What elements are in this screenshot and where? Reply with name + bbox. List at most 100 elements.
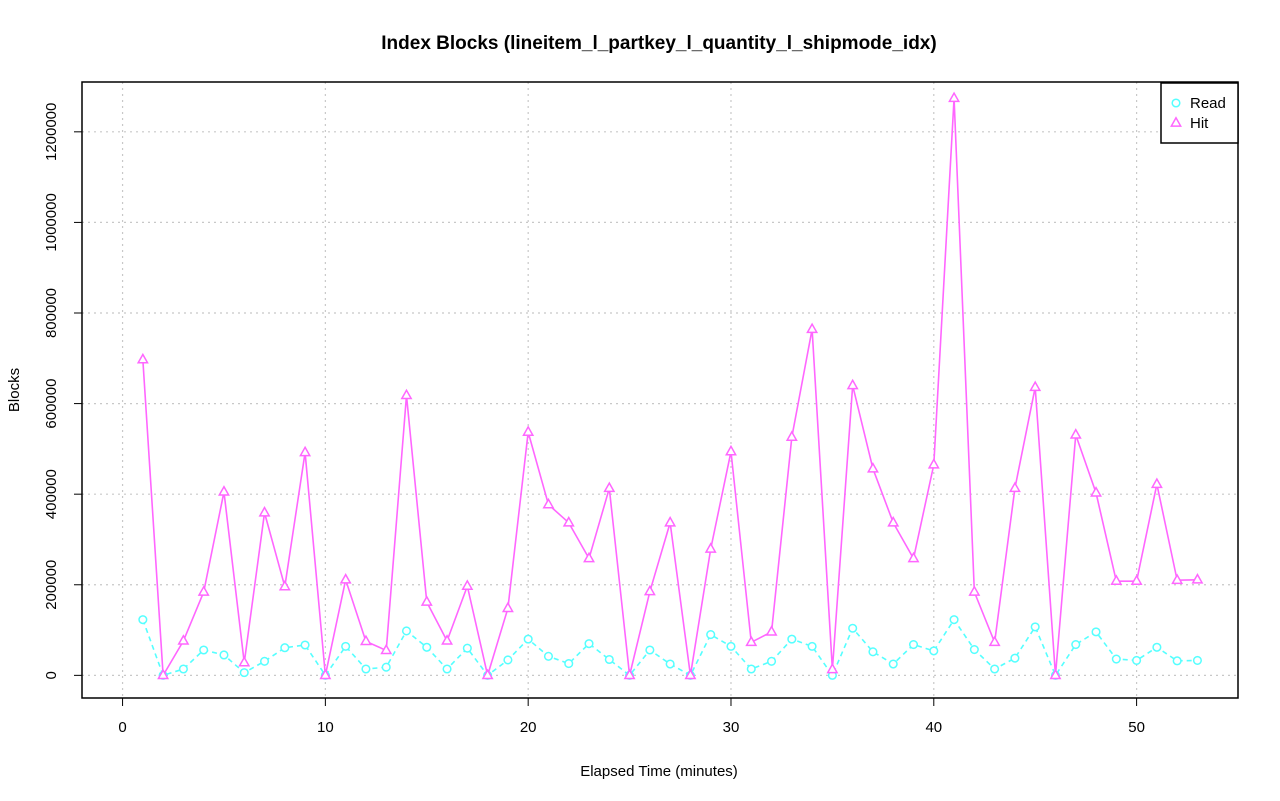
data-point-read — [848, 623, 858, 633]
data-point-read — [401, 626, 412, 636]
data-point-read — [178, 664, 188, 674]
legend-marker-read — [1171, 98, 1181, 108]
data-point-read — [1010, 653, 1020, 663]
data-point-read — [746, 664, 756, 674]
data-point-read — [726, 641, 736, 651]
data-point-read — [543, 651, 554, 661]
data-point-hit — [380, 643, 393, 655]
data-point-hit — [238, 655, 251, 667]
data-point-hit — [1110, 574, 1123, 586]
data-point-read — [138, 615, 148, 625]
y-tick-label: 800000 — [43, 288, 60, 338]
legend-label-read: Read — [1190, 95, 1226, 112]
x-tick-label: 50 — [1128, 719, 1145, 736]
legend: Read Hit — [1160, 82, 1239, 144]
y-tick-label: 200000 — [43, 560, 60, 610]
data-point-hit — [461, 579, 474, 590]
data-point-read — [787, 634, 797, 644]
data-point-hit — [603, 481, 616, 493]
data-point-hit — [887, 515, 900, 527]
x-tick-label: 10 — [317, 719, 334, 736]
x-tick-label: 20 — [520, 719, 537, 736]
data-point-read — [645, 645, 655, 655]
data-point-hit — [846, 378, 859, 390]
data-point-read — [239, 668, 249, 678]
data-point-hit — [704, 542, 717, 553]
data-point-read — [219, 650, 229, 660]
data-point-read — [1192, 655, 1202, 665]
x-tick-label: 0 — [118, 719, 126, 736]
data-point-hit — [278, 579, 291, 591]
data-point-hit — [420, 595, 433, 606]
data-point-hit — [339, 573, 352, 584]
data-point-hit — [1191, 573, 1204, 584]
data-point-hit — [319, 668, 332, 680]
data-point-hit — [542, 497, 555, 509]
data-point-hit — [927, 458, 940, 469]
data-point-hit — [136, 352, 149, 364]
series-layer — [136, 91, 1204, 680]
data-point-hit — [806, 322, 819, 334]
data-point-read — [949, 615, 959, 625]
legend-box — [1160, 82, 1239, 144]
data-point-read — [199, 645, 209, 655]
y-axis-label: Blocks — [6, 368, 23, 412]
data-point-read — [868, 647, 878, 657]
data-point-read — [564, 659, 574, 669]
data-point-read — [341, 641, 351, 651]
data-point-hit — [725, 444, 737, 456]
legend-marker-hit — [1170, 116, 1182, 127]
data-point-read — [503, 655, 513, 665]
data-point-read — [422, 642, 432, 652]
x-axis-label: Elapsed Time (minutes) — [580, 763, 738, 780]
data-point-hit — [218, 485, 230, 496]
data-point-hit — [745, 635, 758, 647]
data-point-hit — [359, 634, 372, 646]
data-point-hit — [441, 634, 454, 645]
data-point-hit — [501, 601, 514, 613]
data-point-read — [969, 644, 979, 655]
data-point-read — [929, 646, 939, 656]
data-point-hit — [562, 515, 575, 527]
data-point-read — [888, 659, 898, 669]
data-point-hit — [258, 506, 271, 517]
data-point-read — [442, 664, 452, 674]
data-point-read — [1111, 654, 1121, 664]
data-point-read — [665, 659, 675, 669]
series-hit — [136, 91, 1204, 680]
data-point-read — [381, 662, 391, 672]
grid — [82, 82, 1238, 698]
data-point-read — [1071, 640, 1081, 650]
data-point-hit — [988, 635, 1001, 647]
data-point-hit — [1069, 428, 1082, 439]
data-point-read — [462, 643, 472, 653]
data-point-hit — [1130, 574, 1143, 586]
data-point-hit — [1008, 481, 1021, 493]
data-point-hit — [785, 430, 798, 441]
data-point-hit — [1049, 668, 1062, 680]
data-point-hit — [907, 551, 920, 563]
data-point-hit — [765, 625, 778, 636]
data-point-read — [1152, 642, 1162, 652]
series-read — [138, 615, 1202, 680]
data-point-hit — [197, 585, 210, 596]
y-axis: 0 200000 400000 600000 800000 1000000 1200000 — [43, 103, 82, 680]
data-point-hit — [866, 462, 879, 473]
data-point-read — [706, 630, 716, 640]
data-point-hit — [948, 91, 961, 103]
data-point-read — [584, 639, 594, 649]
series-line-hit — [142, 98, 1198, 679]
legend-label-hit: Hit — [1190, 115, 1209, 132]
chart-title: Index Blocks (lineitem_l_partkey_l_quant… — [381, 33, 936, 54]
data-point-hit — [1090, 486, 1102, 497]
series-line-read — [142, 618, 1198, 678]
data-point-hit — [522, 425, 535, 436]
data-point-hit — [826, 662, 839, 674]
data-point-hit — [1150, 477, 1163, 489]
data-point-hit — [583, 551, 595, 563]
data-point-hit — [968, 585, 981, 596]
data-point-hit — [643, 584, 656, 596]
data-point-hit — [684, 668, 697, 680]
data-point-read — [1030, 622, 1040, 632]
